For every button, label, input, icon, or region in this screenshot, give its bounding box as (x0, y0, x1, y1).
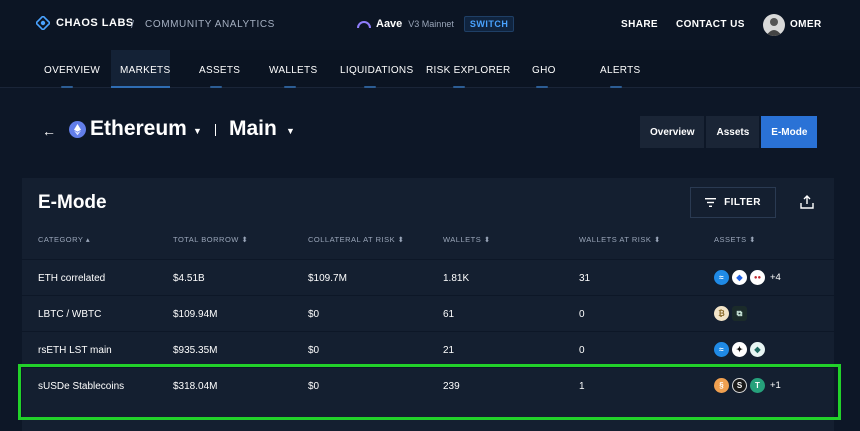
title-divider (215, 124, 216, 136)
card-title: E-Mode (38, 192, 107, 213)
column-header-assets[interactable]: ASSETS ⬍ (714, 235, 756, 244)
cell-collateral-at-risk: $0 (308, 345, 320, 356)
aave-icon (357, 21, 371, 29)
cell-category: rsETH LST main (38, 345, 112, 356)
view-tabs: Overview Assets E-Mode (640, 116, 818, 148)
eth-token-icon: ◆ (732, 270, 747, 285)
column-header-wallets[interactable]: WALLETS ⬍ (443, 235, 491, 244)
nav-item-markets[interactable]: MARKETS (120, 65, 171, 76)
filter-button[interactable]: FILTER (690, 187, 776, 218)
nav-active-indicator (111, 50, 170, 88)
brand-name: CHAOS LABS (56, 17, 134, 29)
nav-item-assets[interactable]: ASSETS (199, 65, 241, 76)
cell-wallets-at-risk: 0 (579, 309, 585, 320)
contact-us-link[interactable]: CONTACT US (676, 19, 745, 30)
nav-underline (210, 86, 222, 88)
brand[interactable]: CHAOS LABS (36, 16, 134, 30)
user-name[interactable]: OMER (790, 19, 822, 30)
top-bar (0, 0, 860, 50)
chaos-labs-logo-icon (36, 16, 50, 30)
tab-overview[interactable]: Overview (640, 116, 705, 148)
cell-assets: ≈ ◆ ●● +4 (714, 270, 781, 285)
nav-item-risk-explorer[interactable]: RISK EXPLORER (426, 65, 511, 76)
share-link[interactable]: SHARE (621, 19, 659, 30)
cell-wallets: 61 (443, 309, 455, 320)
assets-more-count: +1 (770, 380, 781, 391)
switch-button[interactable]: SWITCH (463, 16, 515, 32)
nav-underline (284, 86, 296, 88)
usde-token-icon: S (732, 378, 747, 393)
market-selector[interactable]: Aave V3 Mainnet SWITCH (356, 16, 515, 32)
cell-collateral-at-risk: $109.7M (308, 273, 347, 284)
table-row[interactable]: LBTC / WBTC $109.94M $0 61 0 ₿ ⧉ (22, 295, 834, 331)
cell-wallets: 21 (443, 345, 455, 356)
chevron-down-icon[interactable]: ▼ (286, 126, 295, 136)
market-title-selector[interactable]: Main (229, 117, 277, 140)
column-header-category[interactable]: CATEGORY ▴ (38, 235, 91, 244)
nav-item-wallets[interactable]: WALLETS (269, 65, 318, 76)
avatar[interactable] (763, 14, 785, 36)
table-row[interactable]: sUSDe Stablecoins $318.04M $0 239 1 § S … (22, 367, 834, 403)
brand-subtitle: COMMUNITY ANALYTICS (145, 19, 275, 30)
cell-category: sUSDe Stablecoins (38, 381, 125, 392)
table-row[interactable]: ETH correlated $4.51B $109.7M 1.81K 31 ≈… (22, 259, 834, 295)
cell-category: LBTC / WBTC (38, 309, 102, 320)
assets-more-count: +4 (770, 272, 781, 283)
e-mode-card (22, 178, 834, 431)
export-icon[interactable] (799, 194, 815, 210)
steth-token-icon: ≈ (714, 342, 729, 357)
cell-total-borrow: $109.94M (173, 309, 218, 320)
chain-selector[interactable]: Ethereum (90, 117, 187, 140)
cell-wallets: 1.81K (443, 273, 470, 284)
tab-e-mode[interactable]: E-Mode (761, 116, 818, 148)
cell-collateral-at-risk: $0 (308, 381, 320, 392)
rseth-token-icon: ✦ (732, 342, 747, 357)
cell-category: ETH correlated (38, 273, 106, 284)
cell-total-borrow: $4.51B (173, 273, 205, 284)
cell-assets: ₿ ⧉ (714, 306, 752, 321)
cell-wallets: 239 (443, 381, 460, 392)
nav-underline (453, 86, 465, 88)
cell-assets: ≈ ✦ ◆ (714, 342, 770, 357)
market-network: V3 Mainnet (408, 19, 454, 29)
highlight-box (18, 364, 841, 420)
nav-item-overview[interactable]: OVERVIEW (44, 65, 101, 76)
nav-underline (610, 86, 622, 88)
usdt-token-icon: T (750, 378, 765, 393)
cell-assets: § S T +1 (714, 378, 781, 393)
nav-underline (536, 86, 548, 88)
nav-item-liquidations[interactable]: LIQUIDATIONS (340, 65, 414, 76)
wbtc-token-icon: ⧉ (732, 306, 747, 321)
column-header-total-borrow[interactable]: TOTAL BORROW ⬍ (173, 235, 249, 244)
market-name: Aave (376, 18, 403, 30)
cell-total-borrow: $935.35M (173, 345, 218, 356)
susde-token-icon: § (714, 378, 729, 393)
cell-wallets-at-risk: 1 (579, 381, 585, 392)
cell-wallets-at-risk: 0 (579, 345, 585, 356)
table-row[interactable]: rsETH LST main $935.35M $0 21 0 ≈ ✦ ◆ (22, 331, 834, 367)
nav-underline (61, 86, 73, 88)
filter-icon (705, 198, 717, 207)
column-header-collateral-at-risk[interactable]: COLLATERAL AT RISK ⬍ (308, 235, 405, 244)
nav-item-alerts[interactable]: ALERTS (600, 65, 641, 76)
nav-item-gho[interactable]: GHO (532, 65, 556, 76)
weth-token-icon: ●● (750, 270, 765, 285)
ethx-token-icon: ◆ (750, 342, 765, 357)
cell-wallets-at-risk: 31 (579, 273, 591, 284)
column-header-wallets-at-risk[interactable]: WALLETS AT RISK ⬍ (579, 235, 661, 244)
ethereum-icon (69, 121, 86, 138)
chevron-down-icon[interactable]: ▼ (193, 126, 202, 136)
tab-assets[interactable]: Assets (706, 116, 760, 148)
filter-label: FILTER (724, 197, 761, 208)
nav-underline (364, 86, 376, 88)
brand-separator: / (131, 19, 135, 31)
cell-collateral-at-risk: $0 (308, 309, 320, 320)
lbtc-token-icon: ₿ (714, 306, 729, 321)
back-arrow-icon[interactable]: ← (42, 123, 56, 139)
cell-total-borrow: $318.04M (173, 381, 218, 392)
steth-token-icon: ≈ (714, 270, 729, 285)
